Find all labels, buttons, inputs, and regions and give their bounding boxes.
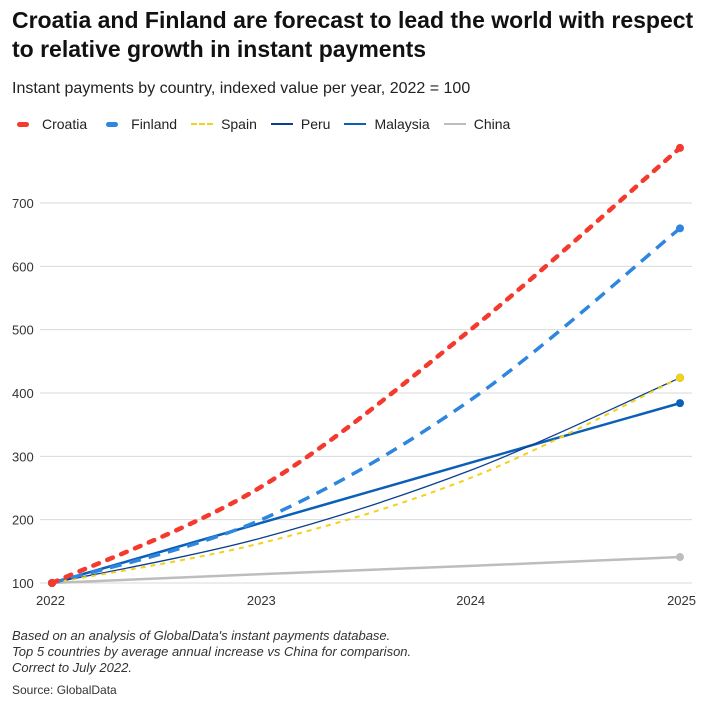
y-tick-label: 600 <box>12 259 34 274</box>
legend-swatch <box>106 121 119 127</box>
chart-subtitle: Instant payments by country, indexed val… <box>12 80 471 97</box>
legend-item-china[interactable]: China <box>443 116 511 132</box>
x-tick-label: 2023 <box>247 593 276 608</box>
y-tick-label: 300 <box>12 449 34 464</box>
data-point-spain <box>676 373 684 382</box>
legend: Croatia Finland Spain Peru Malaysia China <box>12 116 510 132</box>
legend-item-croatia[interactable]: Croatia <box>12 116 87 132</box>
note-line: Correct to July 2022. <box>12 660 132 675</box>
y-tick-label: 100 <box>12 576 34 591</box>
legend-item-spain[interactable]: Spain <box>191 116 257 132</box>
note-line: Based on an analysis of GlobalData's ins… <box>12 628 391 643</box>
series-line-malaysia <box>51 401 681 585</box>
x-tick-label: 2024 <box>456 593 485 608</box>
series-line-finland <box>51 226 682 585</box>
legend-item-peru[interactable]: Peru <box>270 116 331 132</box>
legend-item-malaysia[interactable]: Malaysia <box>344 116 430 132</box>
source: Source: GlobalData <box>12 683 117 697</box>
legend-swatch <box>191 123 214 125</box>
legend-label: China <box>473 116 511 132</box>
data-point-china <box>676 553 684 562</box>
legend-label: Spain <box>221 116 257 132</box>
legend-swatch <box>270 123 293 125</box>
series-line-spain <box>51 376 681 584</box>
x-tick-label: 2025 <box>667 593 696 608</box>
legend-item-finland[interactable]: Finland <box>101 116 177 132</box>
legend-label: Croatia <box>42 116 88 132</box>
legend-swatch <box>344 123 367 125</box>
note-line: Top 5 countries by average annual increa… <box>12 644 412 659</box>
legend-label: Finland <box>131 116 178 132</box>
series-line-peru <box>51 377 681 584</box>
legend-swatch <box>17 121 29 127</box>
y-tick-label: 500 <box>12 323 34 338</box>
data-point-finland <box>676 224 684 233</box>
y-tick-label: 200 <box>12 513 34 528</box>
legend-label: Peru <box>300 116 331 132</box>
legend-label: Malaysia <box>374 116 430 132</box>
x-tick-label: 2022 <box>36 593 65 608</box>
data-point-croatia <box>48 579 56 587</box>
notes: Based on an analysis of GlobalData's ins… <box>12 628 411 676</box>
y-tick-label: 400 <box>12 386 34 401</box>
chart-title: Croatia and Finland are forecast to lead… <box>12 7 694 62</box>
y-tick-label: 700 <box>12 196 34 211</box>
data-point-malaysia <box>676 399 684 408</box>
series-line-croatia <box>49 145 683 586</box>
series-line-china <box>51 555 681 585</box>
legend-swatch <box>443 123 466 125</box>
data-point-croatia <box>676 143 684 152</box>
